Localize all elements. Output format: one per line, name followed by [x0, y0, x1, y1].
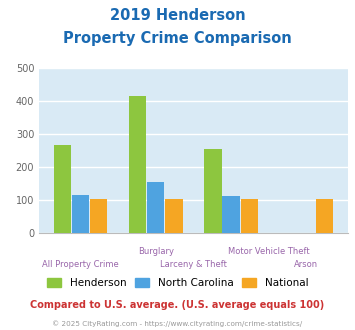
Text: Property Crime Comparison: Property Crime Comparison: [63, 31, 292, 46]
Text: © 2025 CityRating.com - https://www.cityrating.com/crime-statistics/: © 2025 CityRating.com - https://www.city…: [53, 320, 302, 327]
Bar: [90, 199, 107, 233]
Text: Motor Vehicle Theft: Motor Vehicle Theft: [228, 248, 310, 256]
Legend: Henderson, North Carolina, National: Henderson, North Carolina, National: [43, 274, 312, 292]
Bar: [204, 148, 222, 233]
Bar: [72, 195, 89, 233]
Bar: [147, 182, 164, 233]
Bar: [129, 96, 146, 233]
Bar: [54, 145, 71, 233]
Bar: [241, 199, 258, 233]
Text: Compared to U.S. average. (U.S. average equals 100): Compared to U.S. average. (U.S. average …: [31, 300, 324, 310]
Text: All Property Crime: All Property Crime: [42, 260, 119, 269]
Bar: [316, 199, 333, 233]
Text: Arson: Arson: [294, 260, 318, 269]
Text: 2019 Henderson: 2019 Henderson: [110, 8, 245, 23]
Bar: [223, 196, 240, 233]
Text: Burglary: Burglary: [138, 248, 174, 256]
Text: Larceny & Theft: Larceny & Theft: [160, 260, 227, 269]
Bar: [165, 199, 182, 233]
